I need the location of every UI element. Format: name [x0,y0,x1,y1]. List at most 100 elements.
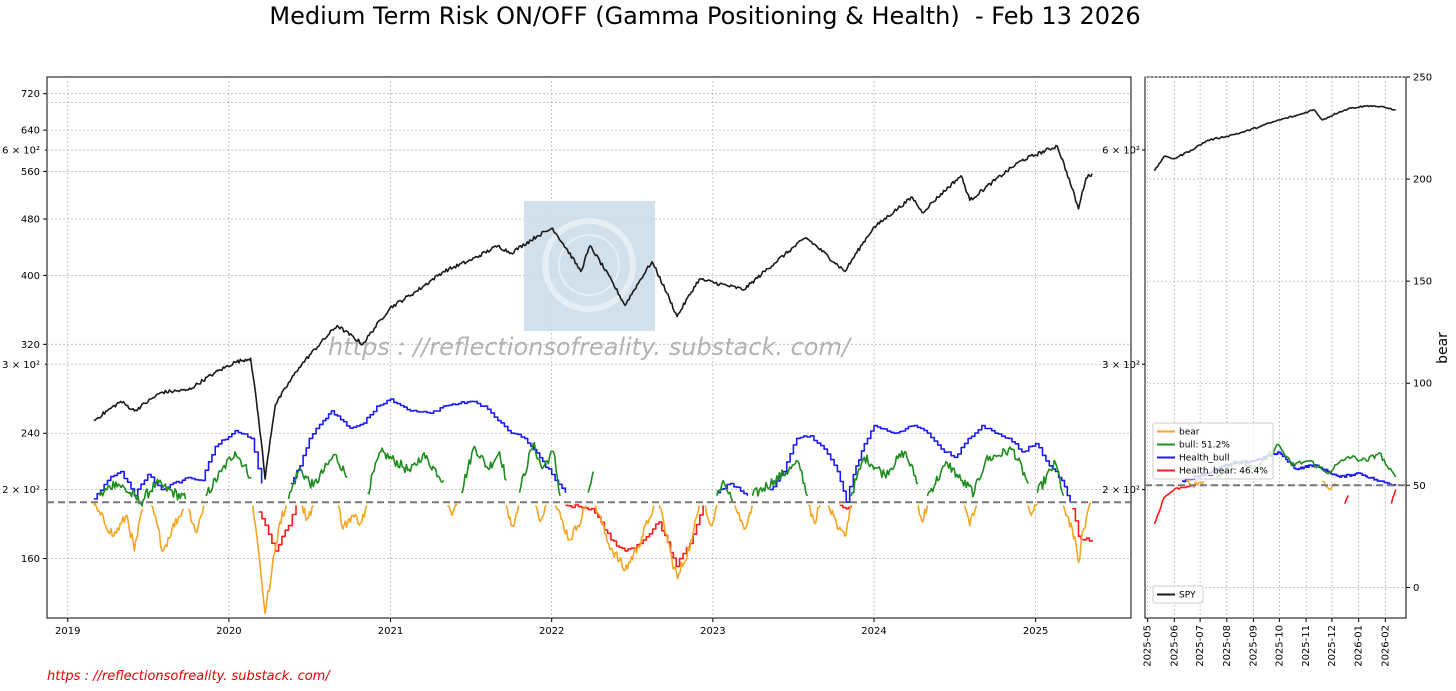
x-tick-label: 2019 [55,626,80,637]
x-tick-label: 2026-01 [1354,625,1365,667]
series-segment [447,503,458,517]
y-tick-label: 320 [21,340,40,351]
zoom-grid [1145,76,1406,618]
series-segment [1153,484,1192,525]
legend-label: bull: 51.2% [1179,441,1230,451]
series-segment [587,471,594,493]
series-segment [807,504,821,525]
series-health-bull [93,398,1071,503]
main-series [93,144,1093,615]
series-segment [252,505,288,615]
series-segment [187,505,205,534]
series-segment [850,450,919,497]
series-segment [751,459,809,497]
series-segment [150,505,185,552]
series-segment [258,505,297,552]
series-segment [367,447,445,495]
x-tick-label: 2022 [539,626,564,637]
series-segment [1344,495,1350,504]
x-tick-label: 2025-07 [1195,625,1206,667]
y-tick-label: 720 [21,89,40,100]
y-tick-label: 250 [1413,73,1432,84]
x-tick-label: 2025-05 [1143,625,1154,667]
legend: SPY [1152,585,1204,604]
x-tick-label: 2025-09 [1249,625,1260,667]
y-tick-label: 150 [1413,277,1432,288]
y-tick-label: 640 [21,126,40,137]
series-spy [93,144,1093,480]
y-minor-tick-label: 6 × 10² [2,146,40,157]
series-segment [301,504,314,522]
x-tick-label: 2023 [700,626,725,637]
main-axes: 2019 2020 2021 2022 2023 2024 2025 160 240 320 400… [2,89,1131,637]
series-bear [93,501,1092,615]
y-tick-label: 480 [21,215,40,226]
series-segment [1062,501,1092,564]
series-segment [658,505,700,580]
series-segment [1390,489,1397,504]
series-health-bear [258,504,1093,568]
y-tick-label: 560 [21,167,40,178]
y-tick-label: 100 [1413,379,1432,390]
series-segment [594,505,655,572]
series-segment [518,442,561,496]
y-axis-label: bear [1435,332,1451,364]
x-tick-label: 2025-08 [1222,625,1233,667]
left-tick-label: 3 × 10² [1102,360,1140,371]
x-tick-label: 2025-06 [1169,625,1180,667]
zoom-panel: 2025-05 2025-06 2025-07 2025-08 2025-09 2025-… [1102,73,1451,667]
watermark-seal [542,218,636,312]
series-segment [505,505,520,528]
zoom-series-spy [1153,104,1396,172]
y-minor-tick-label: 3 × 10² [2,360,40,371]
series-segment [1072,507,1093,542]
series-segment [716,482,749,496]
series-line [1153,104,1396,172]
zoom-legend: bear bull: 51.2% Health_bull Health_bear: 4… [1152,422,1274,604]
series-segment [565,504,704,568]
legend-box [1152,585,1204,604]
series-segment [460,445,507,494]
series-segment [93,502,144,552]
series-segment [1027,503,1038,517]
chart-title: Medium Term Risk ON/OFF (Gamma Positioni… [269,2,1141,30]
y-minor-tick-label: 2 × 10² [2,485,40,496]
series-segment [917,505,929,523]
legend-label: Health_bull [1179,454,1229,464]
legend: bear bull: 51.2% Health_bull Health_bear: 4… [1152,422,1274,480]
y-tick-label: 240 [21,429,40,440]
series-segment [716,479,734,503]
x-tick-label: 2024 [861,626,886,637]
series-segment [205,451,252,497]
series-segment [827,505,852,537]
series-segment [769,424,1071,503]
y-tick-label: 400 [21,271,40,282]
y-tick-label: 50 [1413,481,1426,492]
series-segment [734,505,753,530]
main-panel: https : //reflectionsofreality. substack… [2,76,1132,637]
left-tick-label: 6 × 10² [1102,146,1140,157]
y-tick-label: 0 [1413,583,1419,594]
series-bull [99,442,1065,507]
series-segment [290,398,567,493]
x-tick-label: 2025-10 [1274,625,1285,667]
legend-label: SPY [1179,591,1196,601]
x-tick-label: 2025-12 [1327,625,1338,667]
watermark: https : //reflectionsofreality. substack… [328,201,853,361]
series-segment [704,505,718,527]
series-segment [99,478,187,507]
y-tick-label: 160 [21,554,40,565]
legend-box [1152,422,1274,480]
x-tick-label: 2020 [216,626,241,637]
series-segment [535,504,548,523]
x-tick-label: 2026-02 [1380,625,1391,667]
y-tick-label: 200 [1413,175,1432,186]
zoom-axes: 2025-05 2025-06 2025-07 2025-08 2025-09 2025-… [1102,73,1451,667]
series-segment [287,453,348,500]
x-tick-label: 2021 [378,626,403,637]
series-segment [337,505,368,530]
zoom-series-health-bear [1153,484,1397,525]
footer-link[interactable]: https : //reflectionsofreality. substack… [47,669,330,684]
left-tick-label: 2 × 10² [1102,485,1140,496]
